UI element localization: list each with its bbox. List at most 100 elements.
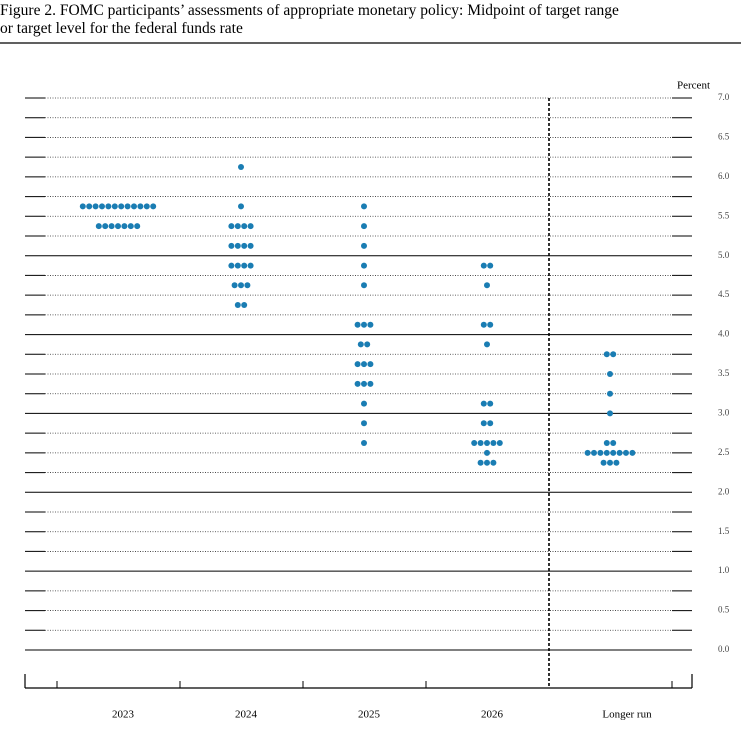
dot xyxy=(367,380,374,387)
dot xyxy=(234,302,241,308)
dot xyxy=(477,440,484,446)
dot xyxy=(361,223,367,230)
dot xyxy=(361,262,367,269)
y-tick-label: 3.5 xyxy=(718,368,730,378)
dot xyxy=(607,390,613,397)
dot xyxy=(238,282,244,289)
y-tick-label: 0.5 xyxy=(718,605,730,615)
dot xyxy=(354,380,361,387)
x-tick-label: 2026 xyxy=(481,709,504,721)
dot xyxy=(364,341,371,348)
dot xyxy=(127,223,134,230)
dot xyxy=(623,449,629,456)
dot xyxy=(367,361,374,368)
dot xyxy=(477,459,484,466)
dot xyxy=(367,321,374,328)
dot xyxy=(484,341,490,348)
dot xyxy=(354,321,361,328)
y-tick-label: 7.0 xyxy=(718,92,730,102)
y-tick-label: 5.0 xyxy=(718,250,730,260)
dot xyxy=(480,400,487,407)
dot xyxy=(487,321,494,328)
dot xyxy=(357,341,364,348)
dot xyxy=(361,380,367,387)
dot xyxy=(241,223,248,230)
dot xyxy=(484,459,490,466)
dot xyxy=(228,242,235,249)
dot xyxy=(244,282,251,289)
dot xyxy=(487,400,494,407)
dot xyxy=(484,282,490,289)
dot xyxy=(92,203,99,210)
dot xyxy=(361,321,367,328)
dot xyxy=(143,203,150,210)
dot xyxy=(361,361,367,368)
dot xyxy=(361,420,367,427)
y-tick-label: 4.5 xyxy=(718,289,730,299)
dot xyxy=(490,459,497,466)
dot xyxy=(105,203,112,210)
dot xyxy=(484,440,490,446)
dot xyxy=(607,371,613,377)
dot xyxy=(480,321,487,328)
dot xyxy=(610,351,617,358)
dot xyxy=(597,449,604,456)
dot xyxy=(234,242,241,249)
dot xyxy=(95,223,102,230)
dot xyxy=(124,203,131,210)
dot xyxy=(603,449,610,456)
dot xyxy=(99,203,105,210)
dot xyxy=(238,203,244,210)
dot xyxy=(610,440,617,446)
y-tick-label: 3.0 xyxy=(718,407,730,417)
dot xyxy=(487,420,494,427)
dot xyxy=(238,164,244,170)
dot xyxy=(484,449,490,456)
y-tick-label: 6.5 xyxy=(718,131,730,141)
dot xyxy=(629,449,636,456)
y-tick-label: 1.0 xyxy=(718,565,730,575)
dot xyxy=(610,449,617,456)
dot xyxy=(361,242,367,249)
dot xyxy=(247,262,254,269)
dot xyxy=(603,440,610,446)
dot xyxy=(118,203,125,210)
chart-title: Figure 2. FOMC participants’ assessments… xyxy=(0,2,619,19)
dot xyxy=(234,262,241,269)
dot xyxy=(102,223,109,230)
y-axis-label: Percent xyxy=(677,80,710,92)
dot xyxy=(79,203,86,210)
dot xyxy=(471,440,478,446)
dot xyxy=(354,361,361,368)
dot xyxy=(137,203,144,210)
dot xyxy=(241,302,248,308)
dot xyxy=(121,223,128,230)
y-tick-label: 4.0 xyxy=(718,329,730,339)
dot xyxy=(108,223,115,230)
dot xyxy=(234,223,241,230)
dot xyxy=(480,262,487,269)
dot xyxy=(115,223,121,230)
dot xyxy=(241,242,248,249)
x-tick-label: Longer run xyxy=(602,709,652,721)
y-tick-label: 1.5 xyxy=(718,526,730,536)
dot xyxy=(616,449,623,456)
dot xyxy=(584,449,591,456)
dot xyxy=(247,223,254,230)
x-tick-label: 2023 xyxy=(112,709,135,721)
y-tick-label: 2.0 xyxy=(718,486,730,496)
dot xyxy=(134,223,141,230)
dot xyxy=(591,449,597,456)
dot xyxy=(361,203,367,210)
y-tick-label: 6.0 xyxy=(718,171,730,181)
y-tick-label: 0.0 xyxy=(718,644,730,654)
dot xyxy=(231,282,238,289)
dot xyxy=(607,410,613,417)
dot xyxy=(150,203,157,210)
dot xyxy=(241,262,248,269)
dot xyxy=(361,400,367,407)
chart-title: or target level for the federal funds ra… xyxy=(0,20,243,37)
x-tick-label: 2024 xyxy=(235,709,258,721)
